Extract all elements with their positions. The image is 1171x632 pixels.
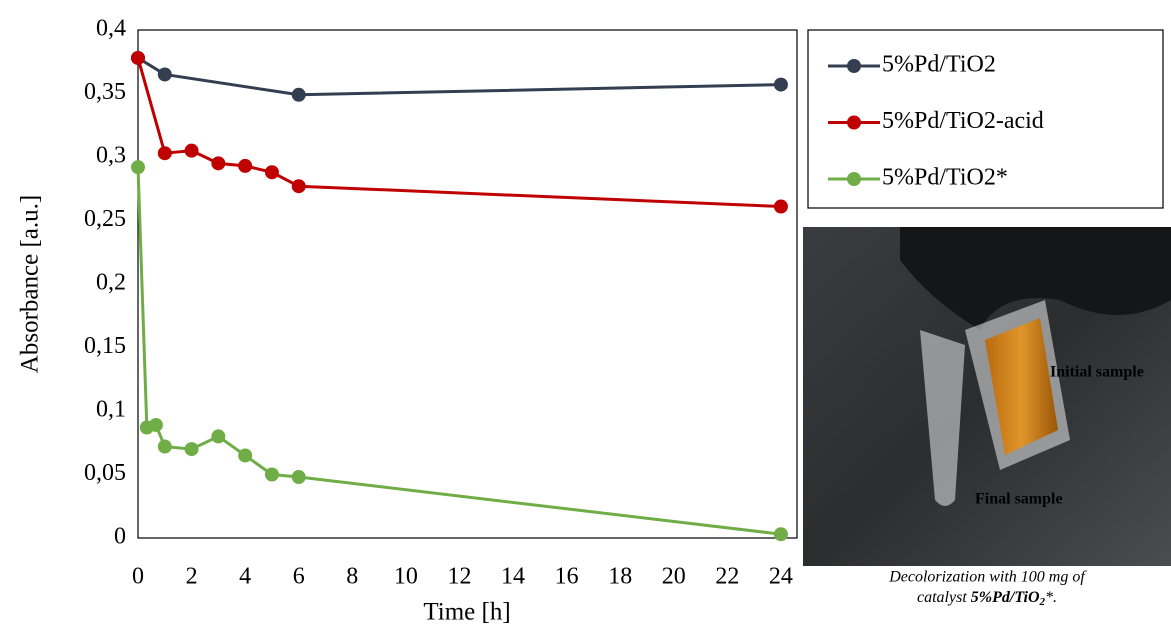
caption-text: *. xyxy=(1045,589,1057,606)
data-point xyxy=(238,448,253,463)
caption-text: catalyst xyxy=(917,589,971,606)
y-tick-label: 0,1 xyxy=(96,397,126,423)
y-tick-label: 0,2 xyxy=(96,270,126,296)
y-axis-title: Absorbance [a.u.] xyxy=(17,195,44,373)
data-point xyxy=(157,146,172,161)
x-axis-title: Time [h] xyxy=(423,599,510,626)
x-tick-label: 8 xyxy=(346,564,358,590)
data-point xyxy=(157,67,172,82)
data-point xyxy=(184,442,199,457)
photo-label: Final sample xyxy=(975,491,1063,508)
data-point xyxy=(184,143,199,158)
x-tick-label: 4 xyxy=(239,564,251,590)
x-tick-label: 6 xyxy=(293,564,305,590)
plot-frame xyxy=(137,29,798,539)
y-tick-label: 0,4 xyxy=(96,16,126,42)
legend-marker xyxy=(847,59,861,73)
data-point xyxy=(773,527,788,542)
y-tick-label: 0,3 xyxy=(96,143,126,169)
caption: catalyst 5%Pd/TiO2*. xyxy=(917,589,1057,608)
data-point xyxy=(157,439,172,454)
x-tick-label: 2 xyxy=(186,564,198,590)
legend-marker xyxy=(847,115,861,130)
caption: Decolorization with 100 mg of xyxy=(888,569,1087,586)
data-point xyxy=(238,158,253,173)
legend-label: 5%Pd/TiO2 xyxy=(882,52,996,78)
photo: Initial sample Final sample xyxy=(803,227,1171,566)
x-tick-label: 12 xyxy=(447,564,471,590)
y-tick-label: 0,15 xyxy=(84,333,126,359)
caption-bold: 5%Pd/TiO xyxy=(971,589,1040,606)
data-point xyxy=(211,156,226,171)
series-line xyxy=(136,167,782,536)
legend-label: 5%Pd/TiO2* xyxy=(882,165,1008,191)
series-line xyxy=(136,57,781,209)
y-tick-label: 0,25 xyxy=(84,206,126,232)
photo-shape xyxy=(900,227,1171,330)
x-tick-label: 0 xyxy=(132,564,144,590)
data-point xyxy=(264,165,279,180)
data-point xyxy=(291,87,306,102)
x-tick-label: 14 xyxy=(501,564,525,590)
data-point xyxy=(211,429,226,444)
series-line xyxy=(137,56,781,97)
legend-label: 5%Pd/TiO2-acid xyxy=(882,108,1044,134)
x-tick-label: 10 xyxy=(394,564,418,590)
data-point xyxy=(131,50,145,65)
x-tick-label: 18 xyxy=(608,564,632,590)
photo-liquid xyxy=(985,318,1058,455)
caption-sub: 2 xyxy=(1039,596,1046,608)
x-tick-label: 16 xyxy=(555,564,579,590)
legend-marker xyxy=(847,172,861,186)
data-point xyxy=(291,470,306,485)
photo-label: Initial sample xyxy=(1050,364,1144,381)
y-tick-label: 0 xyxy=(114,524,126,550)
photo-vial xyxy=(920,330,965,506)
y-tick-label: 0,05 xyxy=(84,460,126,486)
data-point xyxy=(148,417,163,432)
data-point xyxy=(264,467,279,482)
x-tick-label: 24 xyxy=(769,564,793,590)
y-tick-label: 0,35 xyxy=(84,79,126,105)
x-tick-label: 20 xyxy=(662,564,686,590)
x-tick-label: 22 xyxy=(715,564,739,590)
data-point xyxy=(773,199,788,214)
data-point xyxy=(773,77,788,92)
data-point xyxy=(291,179,306,194)
data-point xyxy=(131,160,145,175)
